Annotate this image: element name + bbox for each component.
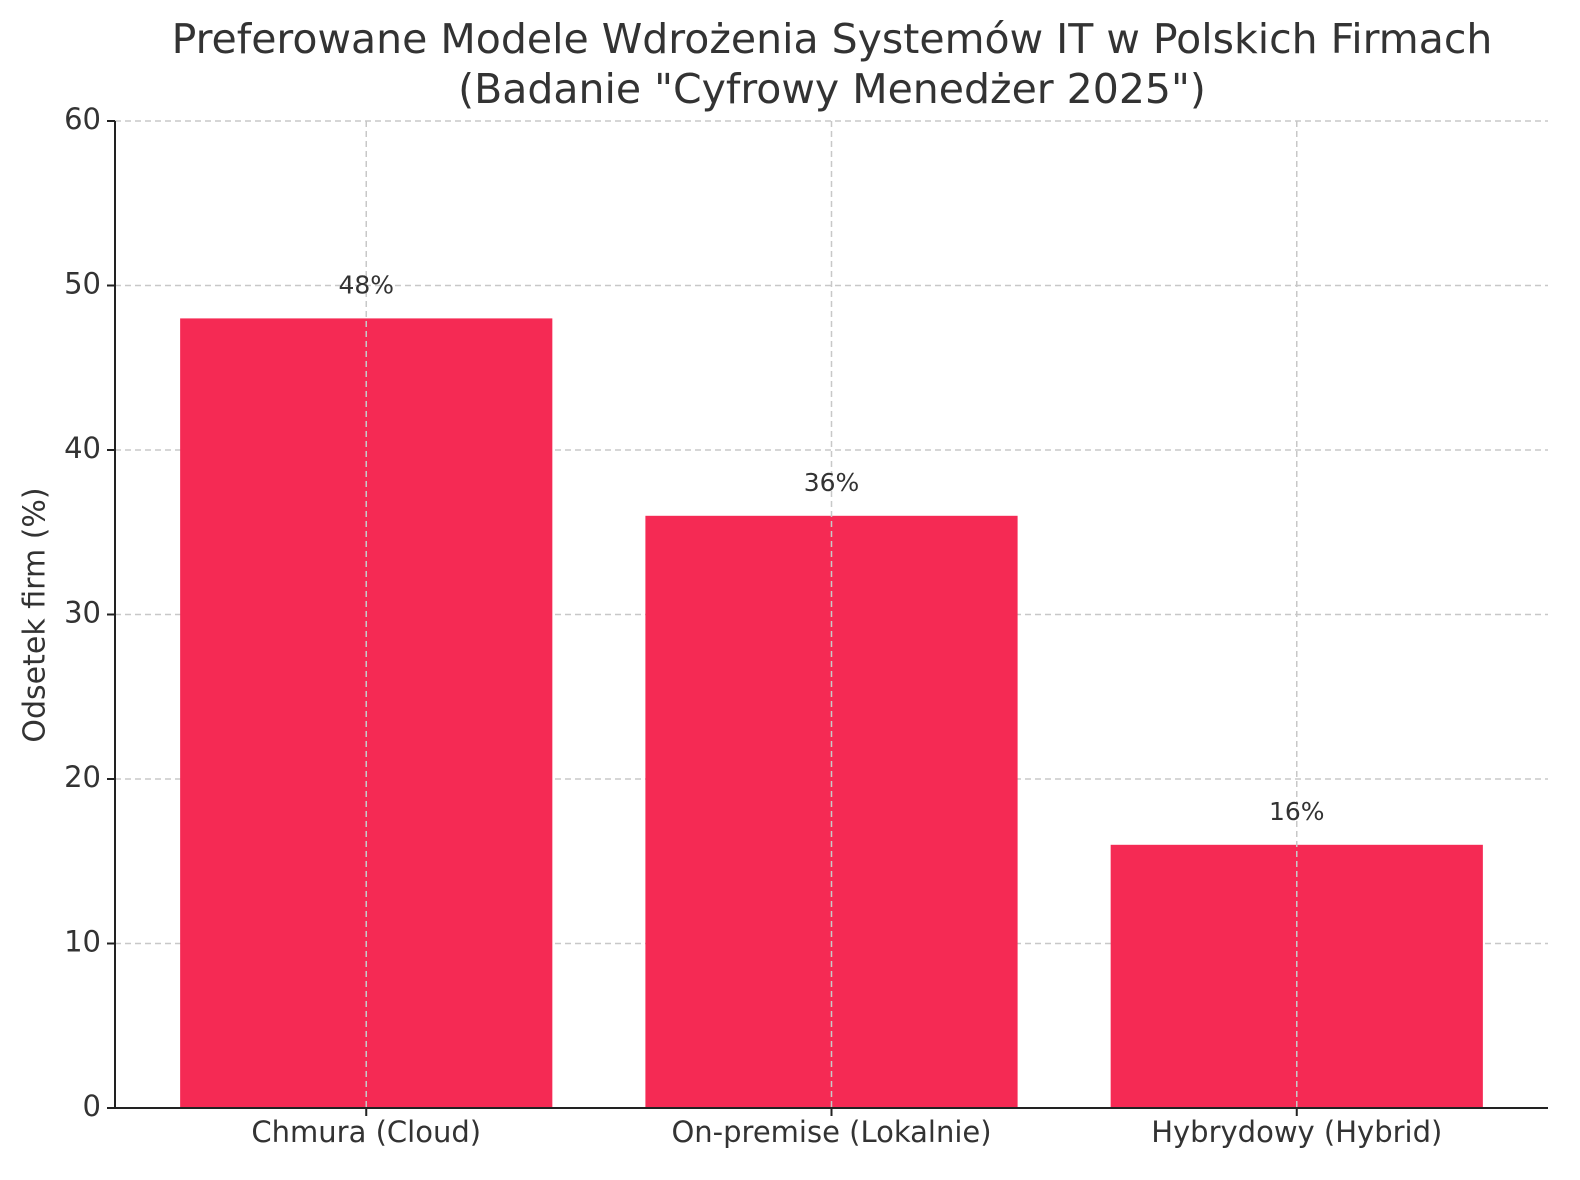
y-tick-label: 20 (64, 760, 101, 794)
chart-title: Preferowane Modele Wdrożenia Systemów IT… (172, 15, 1493, 63)
y-tick-label: 40 (64, 431, 101, 465)
x-tick-label: Chmura (Cloud) (251, 1115, 481, 1149)
value-label: 36% (804, 468, 860, 497)
y-tick-label: 50 (64, 267, 101, 301)
value-label: 16% (1269, 797, 1325, 826)
y-axis-label: Odsetek firm (%) (18, 487, 53, 742)
y-tick-label: 30 (64, 596, 101, 630)
y-tick-label: 60 (64, 102, 101, 136)
chart-title: (Badanie "Cyfrowy Menedżer 2025") (458, 65, 1206, 113)
x-tick-label: Hybrydowy (Hybrid) (1151, 1115, 1442, 1149)
value-label: 48% (338, 270, 394, 299)
x-tick-label: On-premise (Lokalnie) (671, 1115, 991, 1149)
y-tick-label: 10 (64, 925, 101, 959)
y-tick-label: 0 (83, 1089, 101, 1123)
